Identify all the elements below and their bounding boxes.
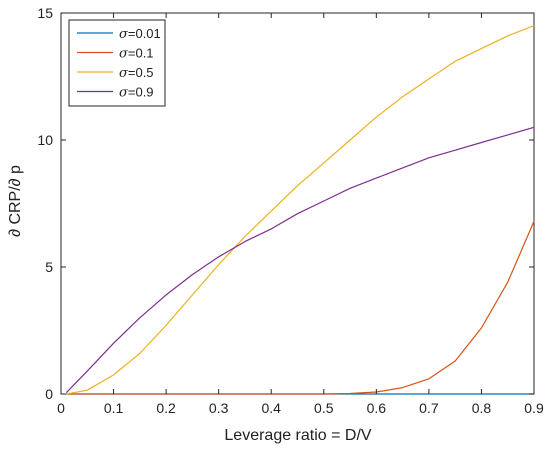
x-tick-label: 0.3 bbox=[209, 400, 229, 416]
series-line-2 bbox=[66, 25, 535, 395]
x-tick-label: 0.1 bbox=[104, 400, 124, 416]
legend-entry: σ=0.1 bbox=[119, 46, 154, 62]
series-line-1 bbox=[66, 221, 535, 395]
y-axis-ticks: 0 5 10 15 bbox=[37, 5, 534, 402]
legend-value: =0.01 bbox=[128, 26, 161, 41]
x-tick-label: 0.4 bbox=[261, 400, 281, 416]
series-line-3 bbox=[65, 126, 535, 394]
legend-sigma-symbol: σ bbox=[119, 47, 129, 62]
x-tick-label: 0.9 bbox=[524, 400, 544, 416]
x-tick-label: 0.2 bbox=[156, 400, 176, 416]
y-tick-label: 0 bbox=[45, 386, 53, 402]
legend-sigma-symbol: σ bbox=[119, 27, 129, 42]
legend-value: =0.5 bbox=[128, 65, 154, 80]
x-tick-label: 0.8 bbox=[472, 400, 492, 416]
legend: σ=0.01σ=0.1σ=0.5σ=0.9 bbox=[68, 19, 166, 107]
legend-entry: σ=0.01 bbox=[119, 26, 161, 42]
series-lines bbox=[65, 25, 535, 395]
y-tick-label: 15 bbox=[37, 5, 53, 21]
legend-value: =0.1 bbox=[128, 46, 154, 61]
x-axis-ticks: 0 0.1 0.2 0.3 0.4 0.5 0.6 0.7 0.8 0.9 bbox=[57, 13, 544, 416]
x-tick-label: 0.5 bbox=[314, 400, 334, 416]
legend-entry: σ=0.9 bbox=[119, 85, 154, 101]
y-tick-label: 10 bbox=[37, 132, 53, 148]
x-tick-label: 0.6 bbox=[367, 400, 387, 416]
y-axis-label: ∂ CRP/∂ p bbox=[7, 165, 24, 237]
legend-sigma-symbol: σ bbox=[119, 66, 129, 81]
y-tick-label: 5 bbox=[45, 259, 53, 275]
x-tick-label: 0.7 bbox=[419, 400, 439, 416]
x-tick-label: 0 bbox=[57, 400, 65, 416]
legend-entry: σ=0.5 bbox=[119, 65, 154, 81]
x-axis-label: Leverage ratio = D/V bbox=[224, 427, 372, 444]
legend-value: =0.9 bbox=[128, 85, 154, 100]
legend-sigma-symbol: σ bbox=[119, 86, 129, 101]
